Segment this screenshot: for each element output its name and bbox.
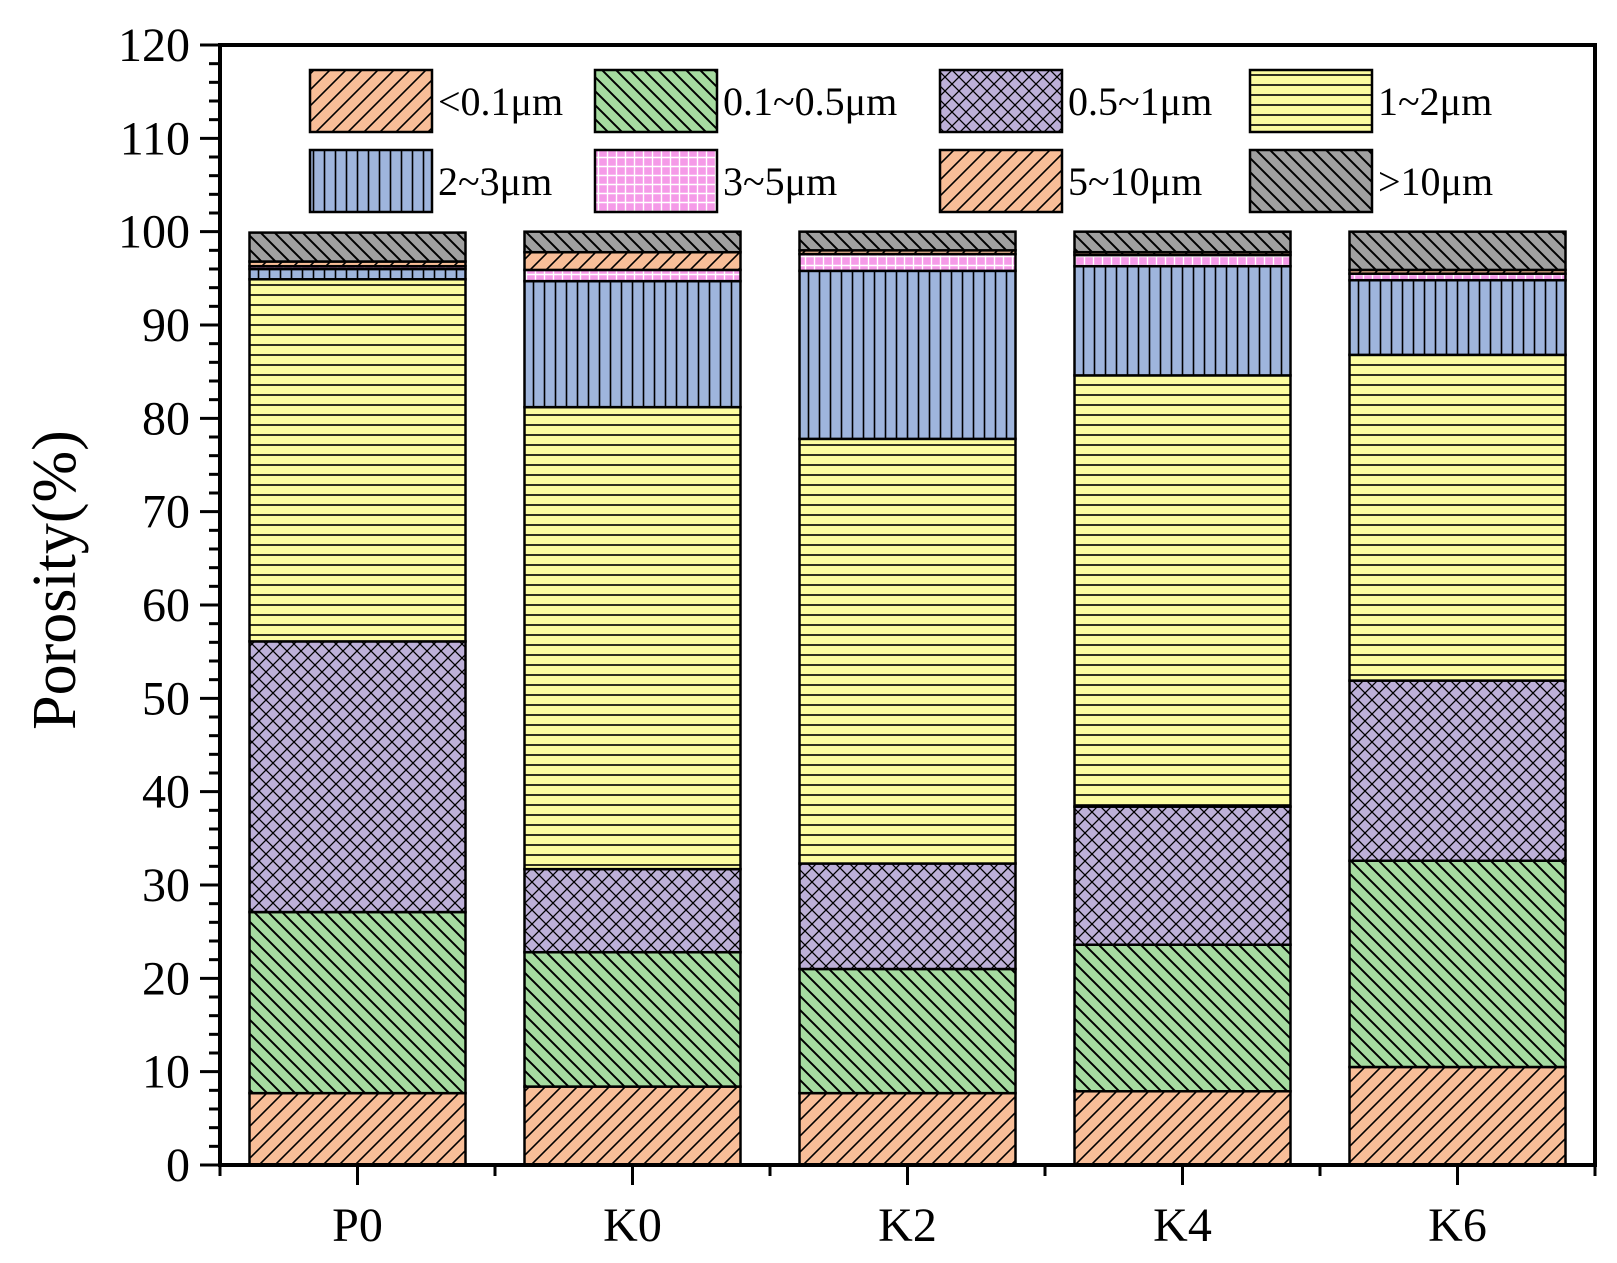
y-tick-label: 80 <box>142 392 190 445</box>
legend-label: 3~5μm <box>723 159 837 204</box>
legend-entry-3-5um: 3~5μm <box>593 148 837 214</box>
axes-layer: 0 10 20 30 40 50 60 70 80 90 100 110 120 P0 K0 K2 K4 K6 <box>118 19 1597 1252</box>
bar-p0-2-3um <box>248 267 467 281</box>
x-tick-label-k4: K4 <box>1153 1199 1212 1252</box>
legend: <0.1μm 0.1~0.5μm 0.5~1μm 1~2μm 2~3μm 3~5μm 5~1… <box>308 68 1493 214</box>
bar-k0-1-2um <box>523 405 742 871</box>
bar-k2-0-1-0-5um <box>798 967 1017 1095</box>
bar-p0-0-5-1um <box>248 640 467 914</box>
legend-swatch-gt-10um <box>1248 148 1374 214</box>
legend-entry-2-3um: 2~3μm <box>308 148 552 214</box>
bar-k4-1-2um <box>1073 374 1292 808</box>
y-tick-label: 40 <box>142 766 190 819</box>
y-tick-label: 20 <box>142 952 190 1005</box>
bar-k2-lt-0-1um <box>798 1091 1017 1167</box>
bar-k0-5-10um <box>523 250 742 272</box>
bar-k6-gt-10um <box>1348 230 1567 272</box>
bar-k2-0-5-1um <box>798 862 1017 971</box>
legend-swatch-5-10um <box>938 148 1064 214</box>
bar-k2-2-3um <box>798 269 1017 441</box>
legend-label: 0.1~0.5μm <box>723 79 897 124</box>
y-tick-label: 60 <box>142 579 190 632</box>
bar-k0-2-3um <box>523 279 742 409</box>
x-tick-label-k0: K0 <box>603 1199 662 1252</box>
y-tick-label: 70 <box>142 486 190 539</box>
bar-p0-0-1-0-5um <box>248 910 467 1095</box>
bar-k6-1-2um <box>1348 353 1567 682</box>
bar-k0-0-1-0-5um <box>523 950 742 1088</box>
bar-p0-lt-0-1um <box>248 1091 467 1167</box>
bar-k4-2-3um <box>1073 264 1292 377</box>
bars-layer <box>248 230 1567 1167</box>
bar-k4-lt-0-1um <box>1073 1090 1292 1167</box>
legend-label: 2~3μm <box>438 159 552 204</box>
x-tick-label-k6: K6 <box>1428 1199 1487 1252</box>
legend-swatch-2-3um <box>308 148 434 214</box>
legend-entry-5-10um: 5~10μm <box>938 148 1202 214</box>
y-tick-label: 120 <box>118 19 190 72</box>
legend-swatch-0-5-1um <box>938 68 1064 134</box>
x-tick-label-p0: P0 <box>332 1199 383 1252</box>
legend-entry-0-1-0-5um: 0.1~0.5μm <box>593 68 897 134</box>
bar-k6-lt-0-1um <box>1348 1065 1567 1167</box>
bar-k2-gt-10um <box>798 230 1017 252</box>
y-tick-label: 10 <box>142 1046 190 1099</box>
legend-entry-0-5-1um: 0.5~1μm <box>938 68 1212 134</box>
bar-p0-1-2um <box>248 278 467 643</box>
bar-k0-0-5-1um <box>523 867 742 954</box>
y-tick-label: 100 <box>118 206 190 259</box>
x-tick-label-k2: K2 <box>878 1199 937 1252</box>
legend-label: 5~10μm <box>1068 159 1202 204</box>
bar-k2-3-5um <box>798 252 1017 273</box>
legend-label: 0.5~1μm <box>1068 79 1212 124</box>
bar-k6-0-5-1um <box>1348 679 1567 862</box>
legend-swatch-0-1-0-5um <box>593 68 719 134</box>
bar-k0-gt-10um <box>523 230 742 254</box>
legend-entry-gt-10um: >10μm <box>1248 148 1493 214</box>
bar-p0-gt-10um <box>248 231 467 263</box>
legend-entry-1-2um: 1~2μm <box>1248 68 1492 134</box>
bar-k2-1-2um <box>798 437 1017 865</box>
legend-swatch-1-2um <box>1248 68 1374 134</box>
y-axis-title: Porosity(%) <box>21 430 89 730</box>
bar-k4-0-1-0-5um <box>1073 943 1292 1093</box>
legend-label: 1~2μm <box>1378 79 1492 124</box>
y-tick-label: 90 <box>142 299 190 352</box>
y-tick-label: 30 <box>142 859 190 912</box>
legend-swatch-lt-0-1um <box>308 68 434 134</box>
bar-k0-3-5um <box>523 268 742 283</box>
legend-label: <0.1μm <box>438 79 563 124</box>
y-tick-label: 50 <box>142 672 190 725</box>
bar-k4-gt-10um <box>1073 230 1292 254</box>
y-tick-label: 110 <box>120 112 190 165</box>
legend-swatch-3-5um <box>593 148 719 214</box>
bar-k6-2-3um <box>1348 278 1567 357</box>
y-tick-label: 0 <box>166 1139 190 1192</box>
legend-entry-lt-0-1um: <0.1μm <box>308 68 563 134</box>
bar-k4-3-5um <box>1073 253 1292 268</box>
bar-k6-0-1-0-5um <box>1348 859 1567 1069</box>
legend-label: >10μm <box>1378 159 1493 204</box>
bar-k4-0-5-1um <box>1073 805 1292 946</box>
bar-k0-lt-0-1um <box>523 1085 742 1167</box>
